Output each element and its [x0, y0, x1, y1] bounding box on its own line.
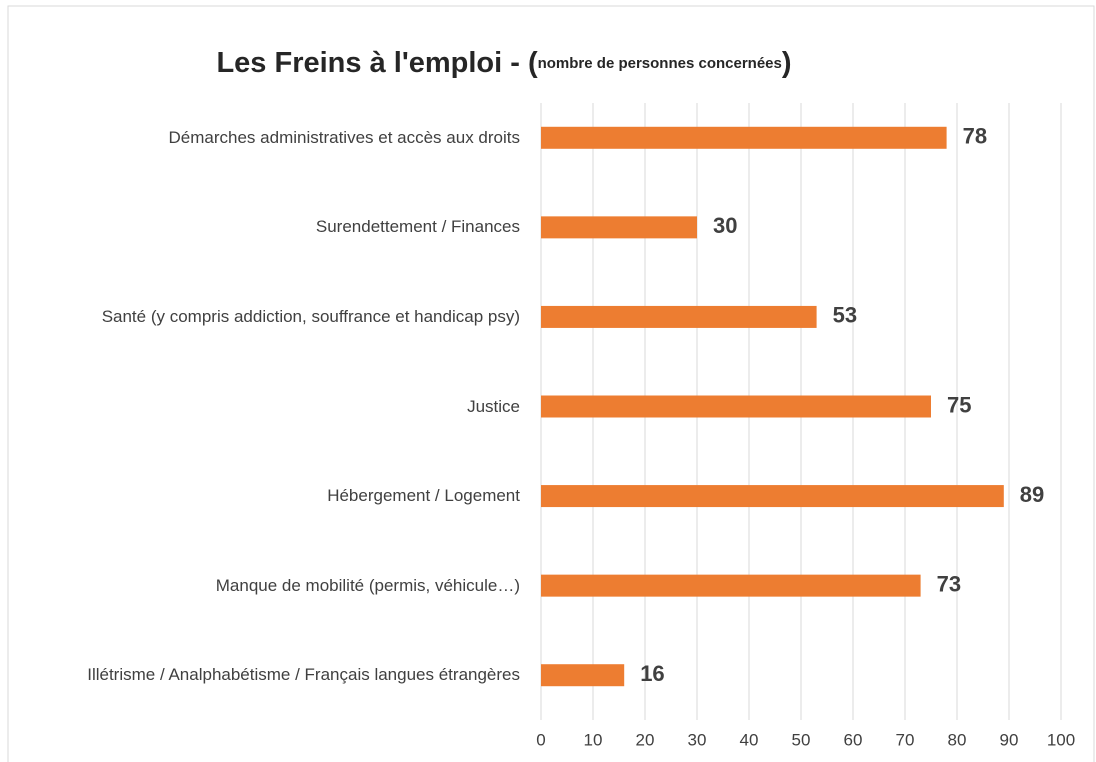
x-tick-label: 0 — [536, 730, 545, 749]
y-tick-label: Santé (y compris addiction, souffrance e… — [101, 306, 520, 326]
x-tick-label: 100 — [1047, 730, 1075, 749]
data-label: 73 — [937, 571, 961, 596]
bar — [541, 126, 947, 149]
bar — [541, 395, 931, 418]
x-tick-label: 30 — [688, 730, 707, 749]
x-tick-label: 20 — [636, 730, 655, 749]
x-tick-label: 70 — [896, 730, 915, 749]
data-label: 53 — [833, 303, 857, 328]
x-tick-label: 40 — [740, 730, 759, 749]
y-tick-label: Démarches administratives et accès aux d… — [168, 127, 520, 147]
bar — [541, 485, 1004, 508]
data-label: 78 — [963, 124, 987, 149]
chart-title: Les Freins à l'emploi - (nombre de perso… — [216, 47, 791, 79]
x-tick-label: 60 — [844, 730, 863, 749]
y-tick-label: Hébergement / Logement — [327, 486, 520, 506]
chart-border — [7, 5, 1095, 762]
x-tick-label: 80 — [948, 730, 967, 749]
data-label: 16 — [640, 661, 664, 686]
bar — [541, 574, 921, 597]
y-tick-label: Justice — [467, 396, 520, 416]
x-tick-label: 50 — [792, 730, 811, 749]
bar — [541, 664, 625, 687]
data-label: 75 — [947, 392, 971, 417]
bar — [541, 216, 697, 239]
y-tick-label: Illétrisme / Analphabétisme / Français l… — [87, 665, 520, 685]
title-main: Les Freins à l'emploi - ( — [216, 47, 537, 79]
y-tick-label: Manque de mobilité (permis, véhicule…) — [215, 575, 520, 595]
data-label: 30 — [713, 213, 737, 238]
title-close: ) — [782, 47, 792, 79]
x-tick-label: 10 — [584, 730, 603, 749]
y-tick-label: Surendettement / Finances — [315, 217, 520, 237]
x-tick-label: 90 — [1000, 730, 1019, 749]
title-sub: nombre de personnes concernées — [538, 55, 782, 72]
data-label: 89 — [1020, 482, 1044, 507]
bar — [541, 305, 817, 328]
